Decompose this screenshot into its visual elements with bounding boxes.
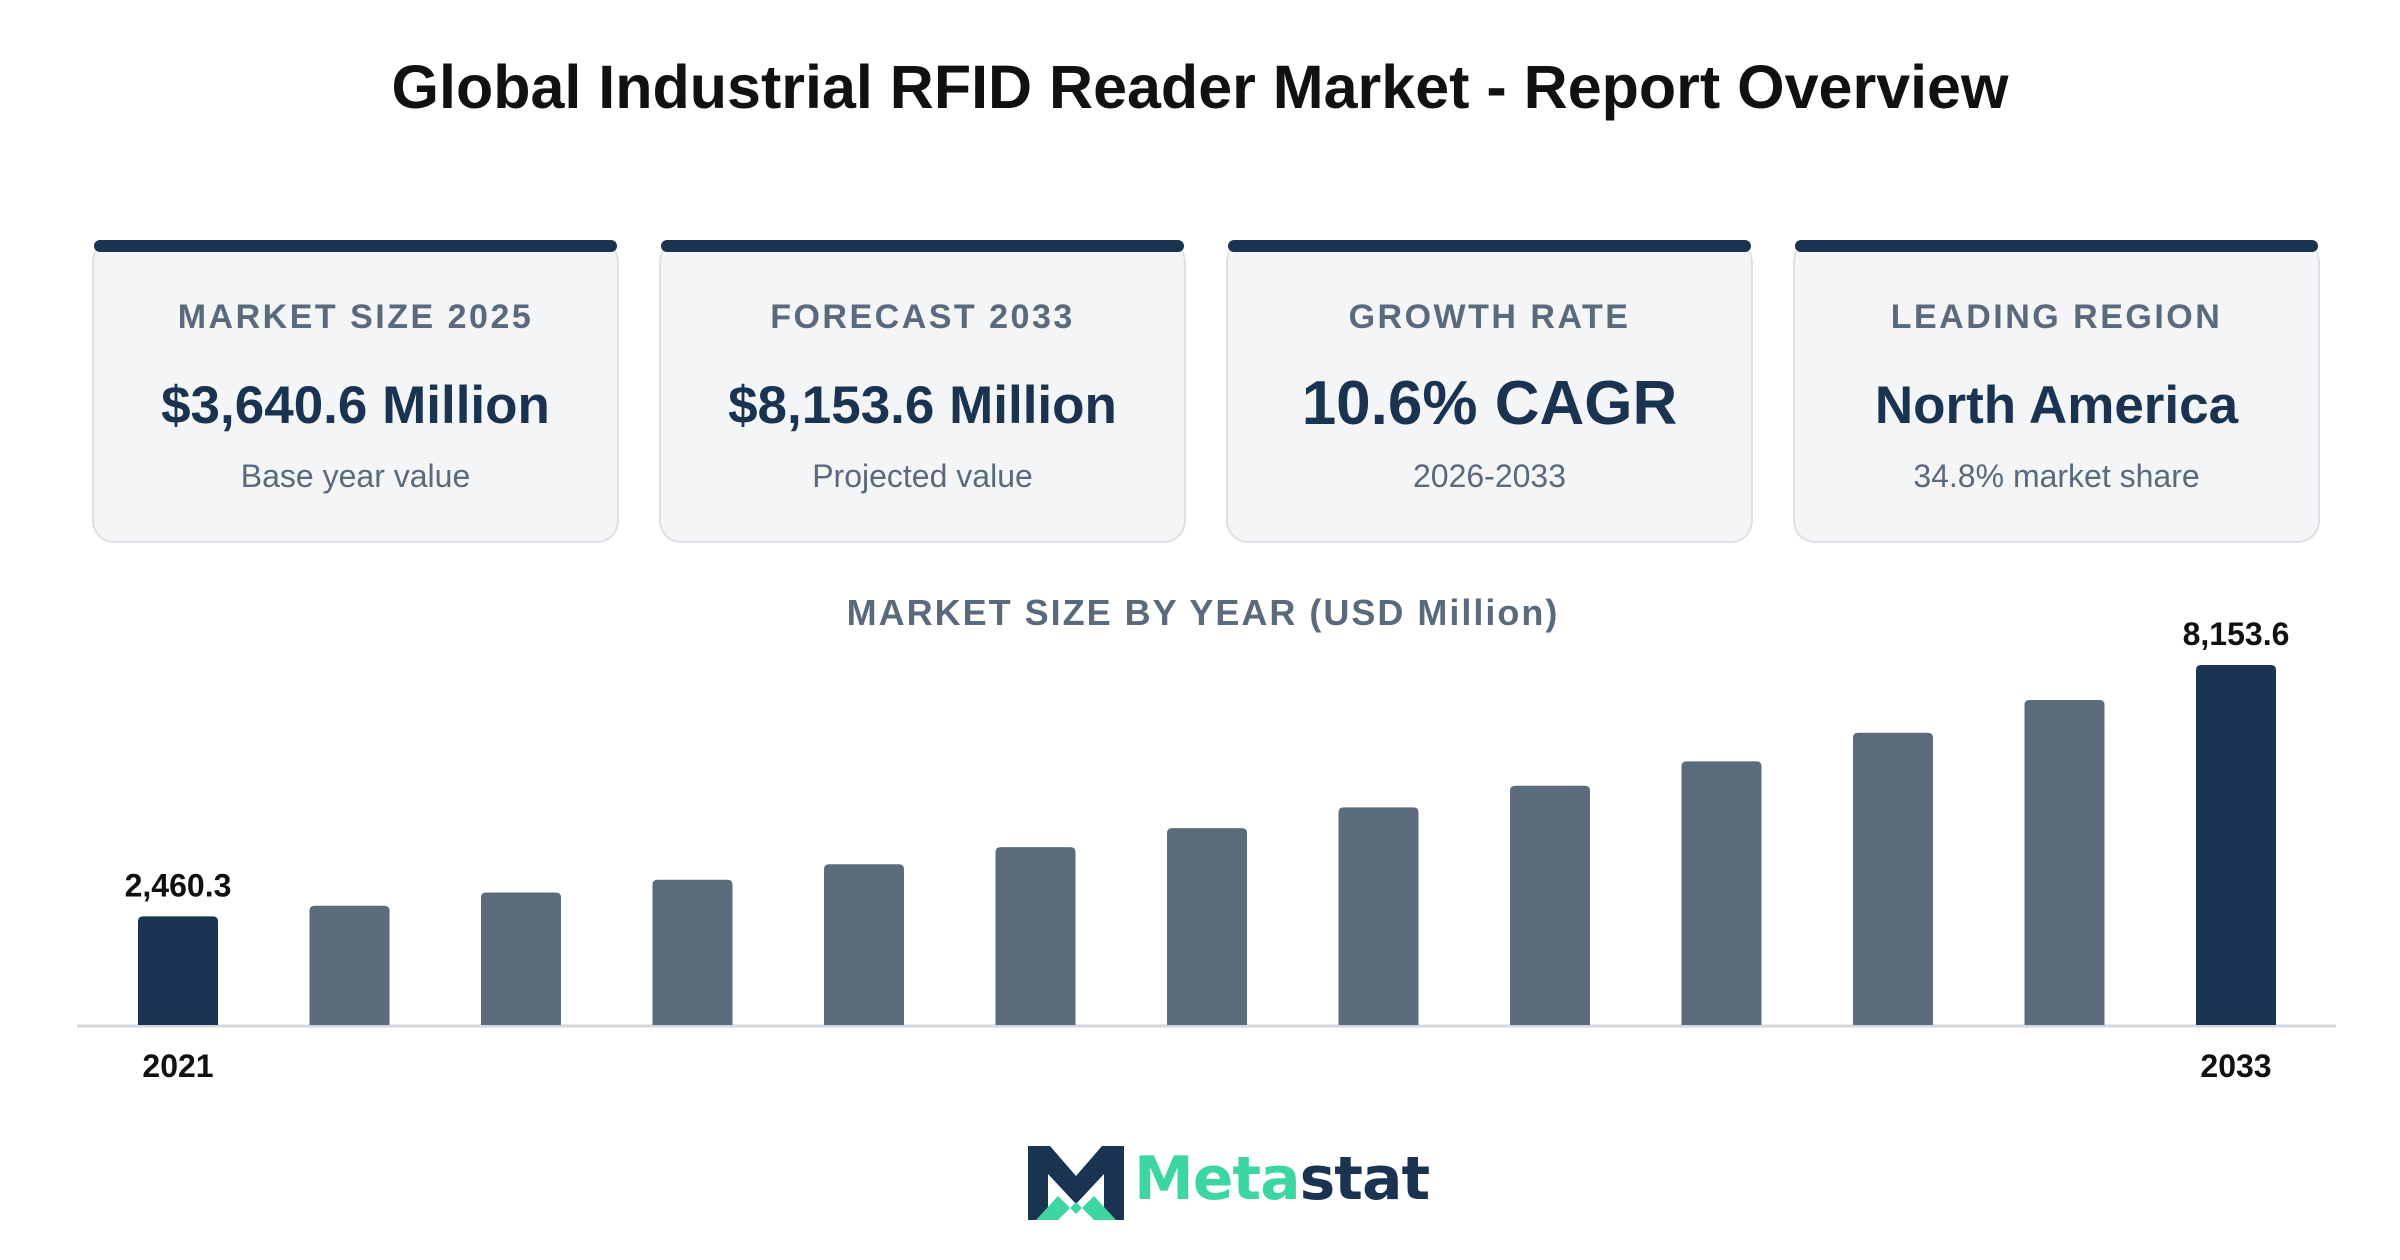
chart-title: MARKET SIZE BY YEAR (USD Million) <box>846 592 1560 633</box>
card-label: LEADING REGION <box>1890 298 2223 336</box>
card-subtext: Projected value <box>812 458 1033 494</box>
bar-2031 <box>1853 732 1933 1025</box>
value-label-2033: 8,153.6 <box>2183 616 2290 652</box>
card-subtext: Base year value <box>240 458 471 494</box>
bar-2033 <box>2196 665 2276 1025</box>
page-title: Global Industrial RFID Reader Market - R… <box>391 53 2009 121</box>
card-label: MARKET SIZE 2025 <box>177 298 534 336</box>
card-leading-region: LEADING REGION North America 34.8% marke… <box>1793 240 2320 543</box>
bar-2028 <box>1338 807 1419 1025</box>
bar-2024 <box>652 879 733 1025</box>
bar-chart: 2,460.3 2021 8,153.6 2033 <box>77 616 2336 1084</box>
card-subtext: 34.8% market share <box>1913 458 2200 494</box>
bar-2029 <box>1510 785 1590 1025</box>
card-market-size: MARKET SIZE 2025 $3,640.6 Million Base y… <box>92 240 619 543</box>
card-label: FORECAST 2033 <box>770 298 1075 336</box>
card-value: $3,640.6 Million <box>161 376 550 435</box>
card-value: 10.6% CAGR <box>1301 369 1678 438</box>
metastat-logo: Metastat <box>1026 1142 1430 1222</box>
bar-2023 <box>481 892 561 1025</box>
card-accent-bar <box>1795 240 2318 252</box>
bar-2027 <box>1167 828 1247 1025</box>
logo-text-stat: stat <box>1299 1144 1431 1214</box>
tick-label-2033: 2033 <box>2200 1048 2271 1084</box>
logo-wordmark: Metastat <box>1134 1144 1431 1214</box>
card-accent-bar <box>1228 240 1751 252</box>
card-subtext: 2026-2033 <box>1412 458 1567 494</box>
metastat-m-logo-icon <box>1028 1146 1124 1220</box>
bar-2032 <box>2024 700 2105 1025</box>
tick-label-2021: 2021 <box>142 1048 213 1084</box>
card-value: North America <box>1874 376 2239 435</box>
card-value: $8,153.6 Million <box>728 376 1117 435</box>
value-label-2021: 2,460.3 <box>125 867 232 903</box>
summary-cards: MARKET SIZE 2025 $3,640.6 Million Base y… <box>92 240 2320 543</box>
card-accent-bar <box>94 240 617 252</box>
card-forecast: FORECAST 2033 $8,153.6 Million Projected… <box>659 240 1186 543</box>
bar-2021 <box>138 916 218 1025</box>
bar-2030 <box>1681 761 1762 1025</box>
card-accent-bar <box>661 240 1184 252</box>
bar-2022 <box>309 905 390 1025</box>
bar-2025 <box>824 864 904 1025</box>
card-label: GROWTH RATE <box>1348 298 1631 336</box>
logo-text-meta: Meta <box>1134 1144 1301 1214</box>
bar-2026 <box>995 847 1076 1025</box>
card-growth-rate: GROWTH RATE 10.6% CAGR 2026-2033 <box>1226 240 1753 543</box>
